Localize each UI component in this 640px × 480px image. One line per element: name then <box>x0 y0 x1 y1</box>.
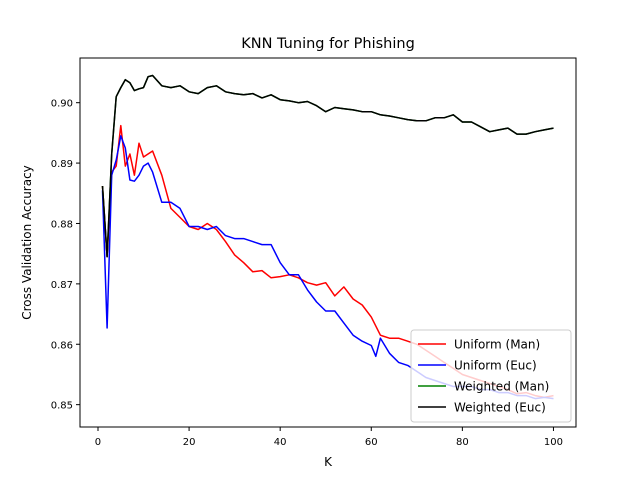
x-tick-label: 20 <box>183 437 196 448</box>
x-tick-label: 100 <box>544 437 563 448</box>
y-tick-label: 0.88 <box>51 219 73 230</box>
legend-box <box>410 329 572 423</box>
x-tick-label: 0 <box>95 437 101 448</box>
y-tick-label: 0.85 <box>51 401 73 412</box>
series-line-weighted-man <box>101 74 554 258</box>
y-tick-label: 0.86 <box>51 340 73 351</box>
y-tick-label: 0.89 <box>51 159 73 170</box>
x-axis-label: K <box>324 455 333 469</box>
y-tick-label: 0.87 <box>51 280 73 291</box>
x-axis: 0 20 40 60 80 100 <box>95 427 563 448</box>
y-axis: 0.85 0.86 0.87 0.88 0.89 0.90 <box>51 99 80 412</box>
y-tick-label: 0.90 <box>51 99 73 110</box>
chart-title: KNN Tuning for Phishing <box>241 36 415 52</box>
x-tick-label: 60 <box>365 437 378 448</box>
x-tick-label: 40 <box>274 437 287 448</box>
legend-label: Weighted (Euc) <box>454 401 546 415</box>
series-line-weighted-euc <box>101 74 554 258</box>
legend-label: Uniform (Euc) <box>454 359 537 373</box>
axes-frame <box>79 57 577 428</box>
legend-label: Uniform (Man) <box>454 338 540 352</box>
legend: Uniform (Man) Uniform (Euc) Weighted (Man)… <box>410 329 572 423</box>
y-axis-label: Cross Validation Accuracy <box>20 165 34 320</box>
x-tick-label: 80 <box>456 437 469 448</box>
legend-label: Weighted (Man) <box>454 380 549 394</box>
